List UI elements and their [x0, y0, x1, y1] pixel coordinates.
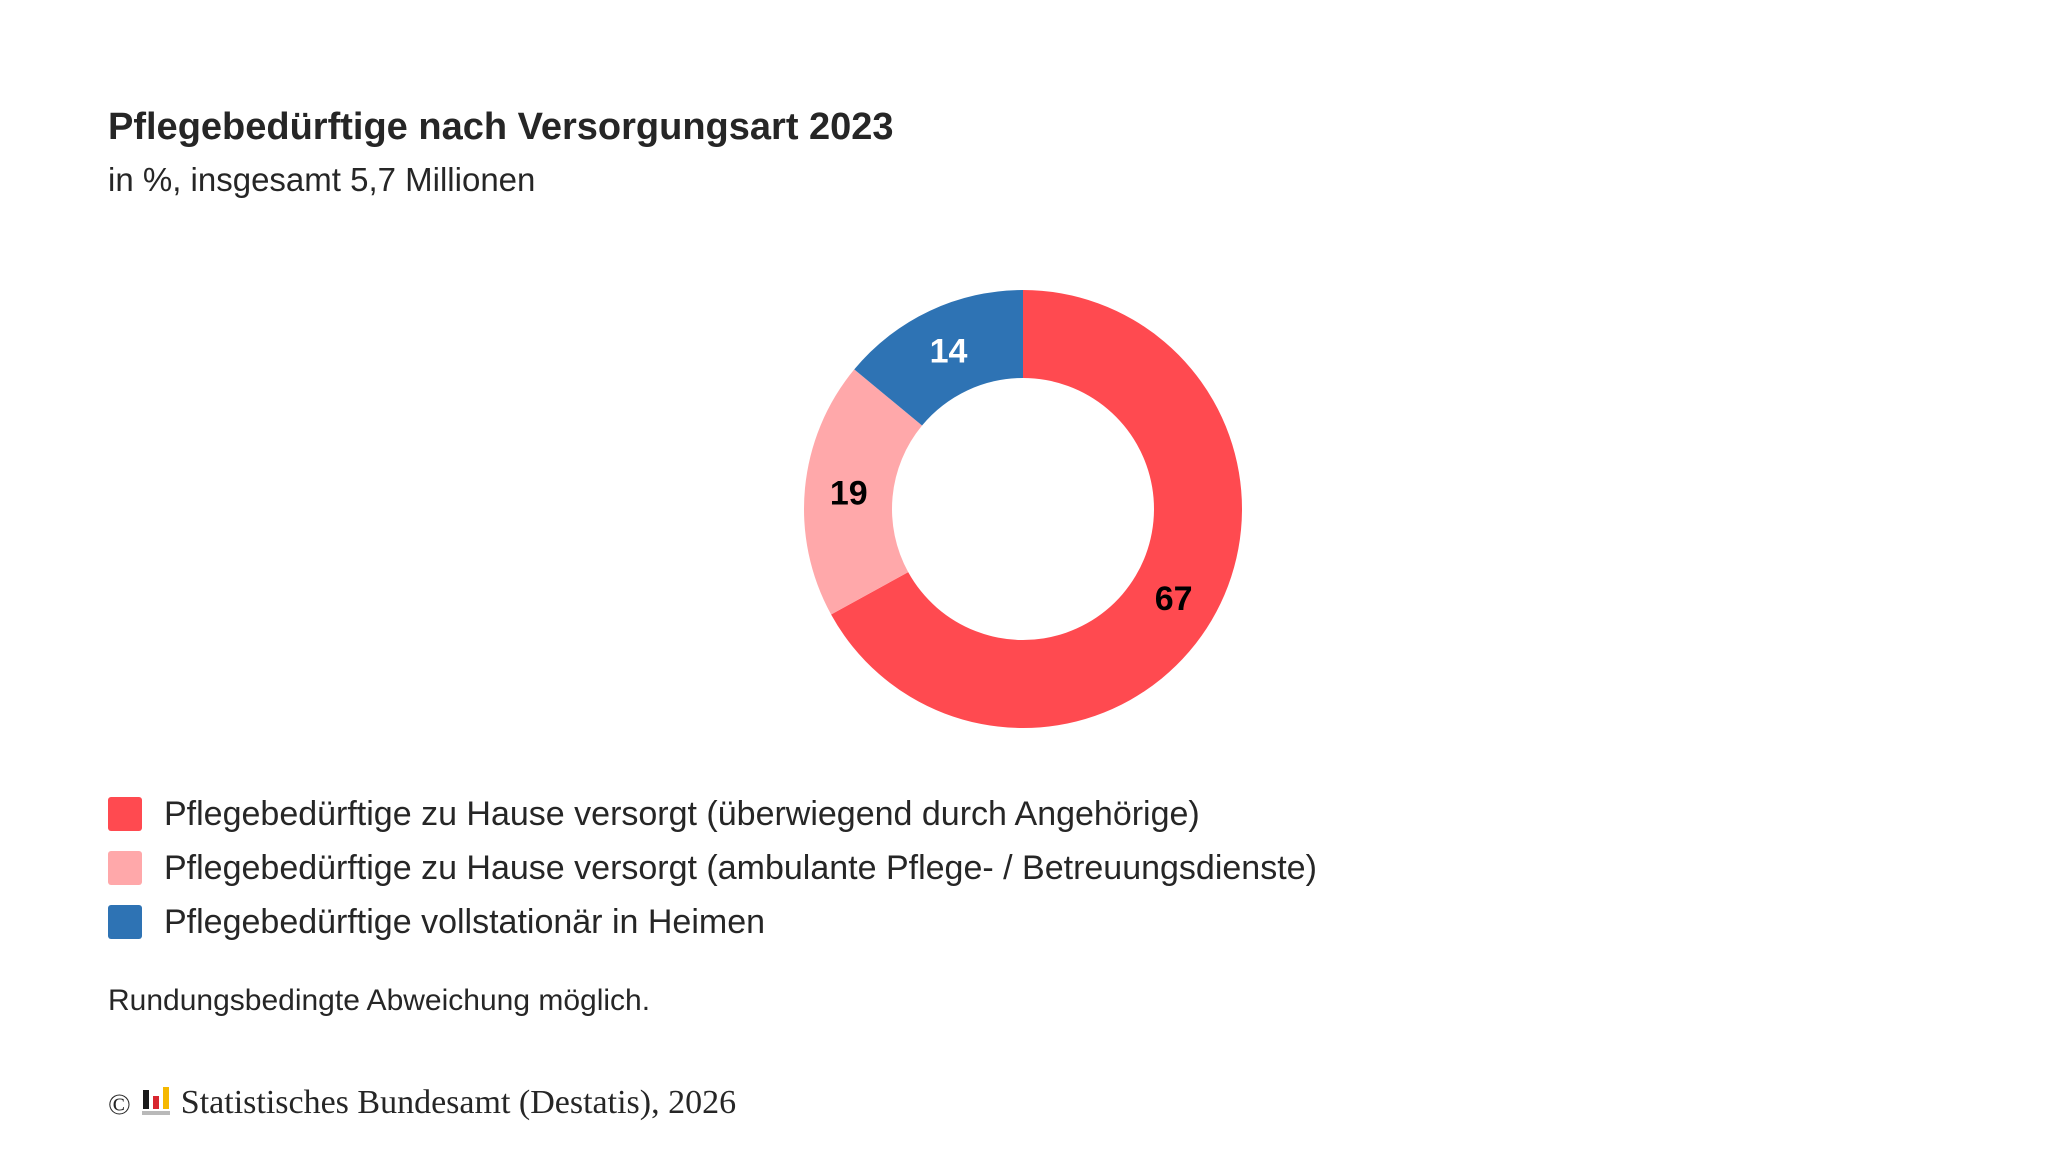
slice-nursing-home [854, 290, 1023, 426]
legend-label: Pflegebedürftige vollstationär in Heimen [164, 902, 766, 941]
source-footer: © Statistisches Bundesamt (Destatis), 20… [108, 1080, 736, 1120]
donut-chart: 67 19 14 [804, 290, 1243, 729]
legend-item-home-relatives: Pflegebedürftige zu Hause versorgt (über… [108, 795, 1317, 833]
legend-label: Pflegebedürftige zu Hause versorgt (über… [164, 794, 1200, 833]
legend-swatch [108, 851, 142, 885]
chart-subtitle: in %, insgesamt 5,7 Millionen [108, 161, 536, 198]
legend-swatch [108, 905, 142, 939]
legend-item-home-ambulant: Pflegebedürftige zu Hause versorgt (ambu… [108, 849, 1317, 887]
legend-item-nursing-home: Pflegebedürftige vollstationär in Heimen [108, 903, 1317, 941]
slice-home-ambulant [804, 369, 923, 615]
legend-label: Pflegebedürftige zu Hause versorgt (ambu… [164, 848, 1317, 887]
copyright-icon: © [108, 1088, 131, 1121]
chart-title: Pflegebedürftige nach Versorgungsart 202… [108, 106, 894, 148]
legend: Pflegebedürftige zu Hause versorgt (über… [108, 795, 1317, 957]
slice-value-label: 19 [830, 475, 868, 513]
slice-home-relatives [831, 290, 1243, 729]
destatis-logo-icon [141, 1087, 170, 1115]
slice-value-label: 67 [1155, 580, 1193, 618]
legend-swatch [108, 797, 142, 831]
source-text: Statistisches Bundesamt (Destatis), 2026 [180, 1084, 737, 1121]
rounding-note: Rundungsbedingte Abweichung möglich. [108, 984, 651, 1017]
slice-value-label: 14 [930, 333, 968, 371]
